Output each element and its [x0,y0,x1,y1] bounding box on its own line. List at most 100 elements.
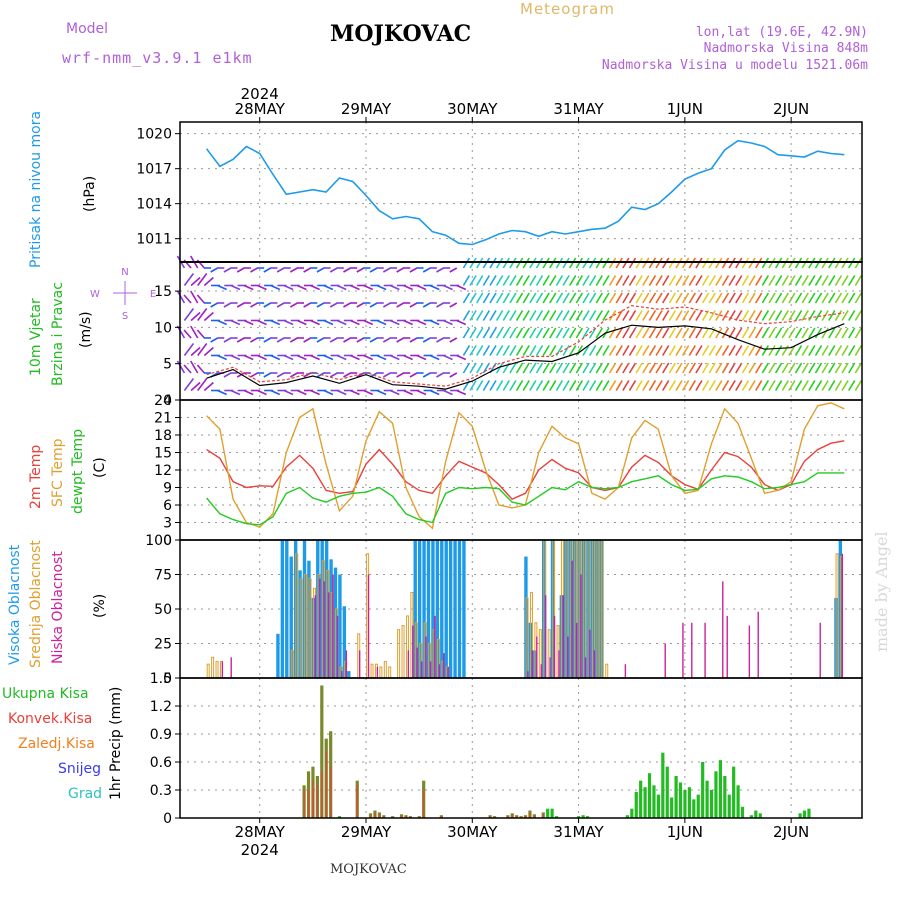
wind-arrow [701,275,710,286]
wind-arrow [350,284,360,291]
wind-arrow [801,362,809,374]
wind-arrow [489,327,497,339]
precip-ytick-label: 0 [163,811,172,827]
wind-arrow [662,292,670,304]
wind-arrow [668,380,677,391]
wind-arrow [323,319,334,326]
wind-arrow [495,362,504,374]
wind-arrow [183,308,195,321]
wind-arrow [662,345,670,356]
cloud-high-bar [453,540,457,678]
wind-arrow [469,327,477,339]
wind-arrow [622,310,630,321]
wind-arrow [755,380,763,391]
wind-arrow [183,364,192,374]
wind-arrow [549,275,557,286]
wind-arrow [250,337,258,343]
wind-arrow [509,380,517,391]
wind-arrow [449,372,458,378]
wind-arrow [761,380,770,391]
precip-conv-bar [533,815,536,818]
wind-arrow [615,275,623,286]
wind-arrow [735,275,743,286]
wind-arrow [788,345,796,356]
precip-total-bar [643,787,647,818]
wind-arrow [715,292,723,304]
wind-arrow [675,362,683,374]
cloud-low-bar [416,647,418,678]
wind-arrow [316,372,325,378]
cloud-low-bar [407,650,410,678]
wind-arrow [668,362,677,374]
wind-arrow [675,345,683,356]
wind-arrow [555,327,564,339]
wind-arrow [655,292,663,304]
wind-arrow [834,275,843,286]
precip-total-bar [674,776,678,818]
wind-arrow [257,389,267,396]
wind-arrow [575,380,584,391]
wind-arrow [310,354,320,361]
precip-total-bar [714,771,718,818]
cloud-high-bar [435,540,440,678]
wind-arrow [615,345,623,356]
wind-arrow [515,275,524,286]
wind-arrow [695,380,703,391]
wind-arrow [549,310,557,321]
bottom-xtick-label: 2JUN [773,823,809,841]
wind-arrow [768,327,776,339]
wind-arrow [801,345,809,356]
wind-arrow [708,275,716,286]
wind-arrow [642,380,650,391]
wind-arrow [217,319,227,326]
model-name: wrf-nmm_v3.9.1 e1km [62,49,253,67]
wind-arrow [522,380,530,391]
temperature-ytick-label: 9 [163,481,172,497]
wind-arrow [635,362,643,374]
wind-arrow [236,302,245,308]
wind-arrow [176,360,186,374]
cloud-low-bar [704,622,706,678]
cloud-ytick-label: 25 [154,637,172,653]
wind-arrow [190,311,201,322]
wind-arrow [549,327,557,339]
wind-arrow [482,345,491,356]
wind-arrow [310,284,320,291]
wind-arrow [502,327,510,339]
model-altitude: Nadmorska Visina u modelu 1521.06m [601,58,868,73]
wind-arrow [502,275,510,286]
wind-arrow [588,327,597,339]
wind-arrow [515,345,524,356]
wind-arrow [382,302,391,308]
cloud-low-bar [540,664,542,678]
wind-arrow [701,362,710,374]
wind-arrow [781,380,789,391]
cloud-low-bar [327,592,330,678]
wind-arrow [197,343,208,356]
wind-arrow [203,276,214,287]
wind-arrow [270,354,281,361]
precip-conv-bar [378,814,381,818]
pressure-ytick-label: 1011 [136,232,172,248]
wind-arrow [542,380,550,391]
wind-arrow [595,310,603,321]
wind-arrow [588,345,597,356]
cloud-low-bar [336,615,339,678]
cloud-low-bar [562,595,565,678]
wind-arrow [575,310,584,321]
wind-arrow [728,275,736,286]
wind-arrow [688,292,696,304]
wind-arrow [203,311,214,322]
wind-arrow [542,327,550,339]
wind-arrow [755,327,763,339]
wind-arrow [622,362,630,374]
wind-arrow [755,362,763,374]
wind-arrow [489,310,497,321]
wind-arrow [323,354,334,361]
precip-total-bar [802,810,807,818]
compass-n: N [121,267,128,278]
precip-frame [179,677,863,819]
wind-arrow [416,389,427,396]
precip-conv-bar [383,816,385,818]
